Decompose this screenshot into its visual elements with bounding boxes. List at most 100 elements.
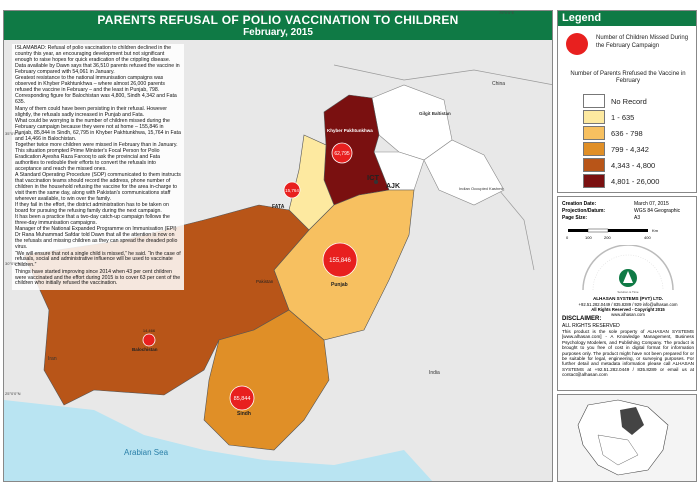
coord-label: 60°0'0"E (124, 10, 140, 15)
map-subtitle: February, 2015 (243, 27, 313, 38)
label-ict: ICT (367, 173, 380, 182)
news-paragraph: Data available by Dawn says that 36,510 … (15, 63, 180, 76)
label-kp: Khyber Pakhtunkhwa (327, 128, 373, 133)
news-paragraph: Together twice more children were missed… (15, 141, 178, 148)
page-size-label: Page Size: (562, 215, 587, 221)
coord-label: 75°0'0"E (499, 10, 515, 15)
projection-label: Projection/Datum: (562, 208, 605, 214)
news-paragraph: What could be worrying is the number of … (15, 117, 181, 142)
inset-map (557, 394, 697, 482)
scale-seg (608, 229, 648, 232)
missed-label-punjab: 155,846 (329, 258, 351, 264)
region-sindh (203, 309, 330, 451)
missed-circle-punjab (322, 242, 358, 278)
coord-label: 30°0'0"N (5, 261, 21, 266)
legend-swatch-1 (583, 110, 605, 124)
disclaimer-heading: DISCLAIMER: (562, 316, 602, 322)
news-text-box: ISLAMABAD: Refusal of polio vaccination … (12, 44, 184, 290)
missed-circle-balochistan (142, 333, 156, 347)
scale-bar: 0 100 200 400 Km (566, 228, 659, 240)
missed-circle-legend-icon (566, 33, 588, 55)
choropleth-legend-title: Number of Parents Rrefused the Vaccine i… (570, 71, 686, 84)
label-iran: Iran (48, 356, 57, 362)
missed-label-kp: 62,795 (334, 151, 350, 157)
border-line-china (333, 64, 552, 85)
scale-unit: Km (652, 228, 659, 233)
legend-class-label: 4,801 - 26,000 (611, 177, 660, 186)
coord-label: 25°0'0"N (5, 391, 21, 396)
map-frame: PARENTS REFUSAL OF POLIO VACCINATION TO … (3, 10, 553, 482)
news-paragraph: Manager of the National Expanded Program… (15, 226, 178, 251)
label-ajk: AJK (386, 183, 400, 190)
missed-legend-label: Number of Children Missed During the Feb… (596, 35, 689, 49)
scale-tick: 400 (644, 235, 651, 240)
legend-class-label: No Record (611, 97, 647, 106)
legend-class-label: 799 - 4,342 (611, 145, 649, 154)
title-bar: PARENTS REFUSAL OF POLIO VACCINATION TO … (4, 11, 552, 40)
page-size-value: A3 (634, 215, 641, 221)
map-canvas: 62,795 15,764 155,846 14,466 85,844 Chin… (4, 40, 552, 481)
logo-tagline: Solution is Time (617, 290, 639, 294)
company-name: ALHASAN SYSTEMS (PVT) LTD. (592, 296, 664, 301)
scale-seg (568, 229, 588, 232)
missed-circle-sindh (229, 385, 255, 411)
legend-swatch-3 (583, 142, 605, 156)
arabian-sea-shape (4, 400, 433, 481)
info-box: Creation Date: March 07, 2015 Projection… (557, 196, 697, 391)
legend-swatch-no-record (583, 94, 605, 108)
scale-tick: 200 (604, 235, 611, 240)
coord-label: 35°0'0"N (5, 131, 21, 136)
ict-marker (374, 180, 378, 184)
creation-date-key: Creation Date: (562, 201, 597, 207)
disclaimer-subheading: ALL RIGHTS RESERVED (562, 323, 620, 329)
page-size-key: Page Size: (562, 215, 588, 221)
news-paragraph: A Standard Operating Procedure (SOP) com… (15, 172, 181, 202)
news-paragraph: Greatest resistance to the national immu… (15, 75, 165, 94)
news-paragraph: Corresponding figure for Balochistan was… (15, 93, 177, 106)
news-paragraph: Things have started improving since 2014… (15, 268, 181, 287)
missed-circle-kp (331, 142, 353, 164)
company-website[interactable]: www.alhasan.com (611, 312, 645, 317)
legend-swatch-5 (583, 174, 605, 188)
creation-date-label: Creation Date: (562, 201, 596, 207)
scale-seg (587, 228, 609, 233)
region-indian-kashmir (423, 139, 505, 206)
legend-class-label: 1 - 635 (611, 113, 635, 122)
alhasan-logo-mark (623, 271, 633, 283)
label-pakistan: Pakistan (256, 279, 274, 284)
missed-label-balochistan: 14,466 (143, 328, 156, 333)
news-paragraph: This situation prompted Prime Minister's… (15, 148, 160, 172)
creation-date-value: March 07, 2015 (634, 201, 669, 207)
coord-label: 70°0'0"E (376, 10, 392, 15)
legend-swatch-4 (583, 158, 605, 172)
scale-tick: 0 (566, 235, 569, 240)
inset-province-line (597, 434, 639, 466)
disclaimer-text: This product is the sole property of ALH… (562, 329, 694, 378)
compass-arc (582, 245, 674, 291)
legend-class-label: 4,343 - 4,800 (611, 161, 656, 170)
compass-logo: Solution is Time (582, 245, 674, 294)
side-panel: Legend Number of Children Missed During … (557, 10, 697, 482)
missed-label-sindh: 85,844 (234, 396, 251, 402)
map-title: PARENTS REFUSAL OF POLIO VACCINATION TO … (97, 13, 459, 27)
news-paragraph: “We will ensure that not a single child … (15, 250, 181, 269)
label-india: India (429, 370, 440, 376)
legend-swatch-2 (583, 126, 605, 140)
legend-class-label: 636 - 798 (611, 129, 643, 138)
missed-circle-fata (283, 181, 301, 199)
label-sindh: Sindh (237, 411, 251, 417)
legend-title: Legend (558, 11, 696, 26)
label-balochistan: Balochistan (132, 347, 158, 352)
news-paragraph: It has been a practice that a two-day ca… (15, 214, 170, 227)
label-fata: FATA (272, 204, 285, 210)
label-gilgit: Gilgit Baltistan (419, 111, 451, 116)
company-phone: +92.51.282.0449 / 835.8289 / 929 info@al… (578, 302, 678, 307)
inset-highlight-region (620, 407, 644, 435)
news-paragraph: If they fail in the effort, the district… (15, 202, 169, 214)
label-indian-kashmir: Indian Occupied Kashmir (459, 186, 504, 191)
inset-country-outline (577, 399, 669, 476)
label-china: China (492, 81, 505, 87)
compass-ticks (592, 254, 664, 291)
inset-map-canvas (558, 395, 696, 481)
news-paragraph: Many of them could have been persisting … (15, 105, 167, 118)
